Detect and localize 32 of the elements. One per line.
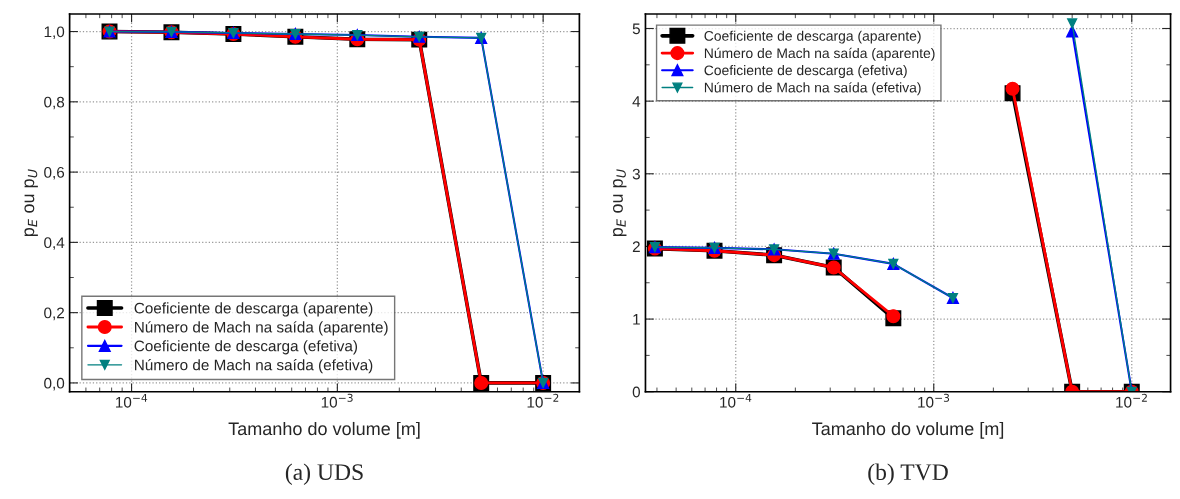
text: (b) TVD (868, 463, 948, 485)
x-tick-label: 10$^{−2}$ (527, 393, 559, 408)
y-tick-label: 2 (632, 241, 640, 252)
y-tick-label: 0,6 (44, 166, 65, 180)
y-tick-label: 0,2 (44, 307, 64, 321)
legend-label: Número de Mach na saída (aparente) (135, 321, 388, 336)
x-tick-label: 10$^{−4}$ (116, 393, 148, 408)
y-tick-label: 0,4 (44, 237, 65, 250)
y-tick-label: 1 (633, 314, 640, 325)
y-tick-label: 1,0 (44, 26, 65, 40)
legend-label: Número de Mach na saída (efetiva) (135, 358, 373, 374)
x-axis-title: Tamanho do volume [m] (812, 421, 1004, 439)
legend-label: Coeficiente de descarga (efetiva) (704, 65, 907, 78)
y-tick-label: 4 (632, 96, 641, 107)
legend-label: Número de Mach na saída (aparente) (704, 47, 935, 61)
legend-label: Coeficiente de descarga (efetiva) (134, 340, 358, 355)
x-tick-label: 10$^{−4}$ (720, 393, 752, 408)
x-tick-label: 10$^{−3}$ (321, 393, 353, 408)
y-tick-label: 0,8 (44, 96, 65, 110)
legend-label: Coeficiente de descarga (aparente) (704, 30, 921, 44)
x-axis-title: Tamanho do volume [m] (228, 421, 420, 439)
legend-label: Número de Mach na saída (efetiva) (704, 82, 921, 96)
y-tick-label: 0,0 (44, 377, 65, 391)
y-tick-label: 0 (632, 386, 640, 398)
y-tick-label: 5 (632, 23, 640, 35)
legend-label: Coeficiente de descarga (aparente) (134, 302, 373, 317)
text: (a) UDS (285, 463, 363, 485)
x-tick-label: 10$^{−2}$ (1116, 393, 1147, 408)
y-axis-title: p$_{E}$ ou p$_{U}$ (24, 169, 38, 237)
y-tick-label: 3 (632, 168, 640, 180)
y-axis-title: p$_{E}$ ou p$_{U}$ (613, 169, 627, 237)
x-tick-label: 10$^{−3}$ (918, 393, 950, 408)
